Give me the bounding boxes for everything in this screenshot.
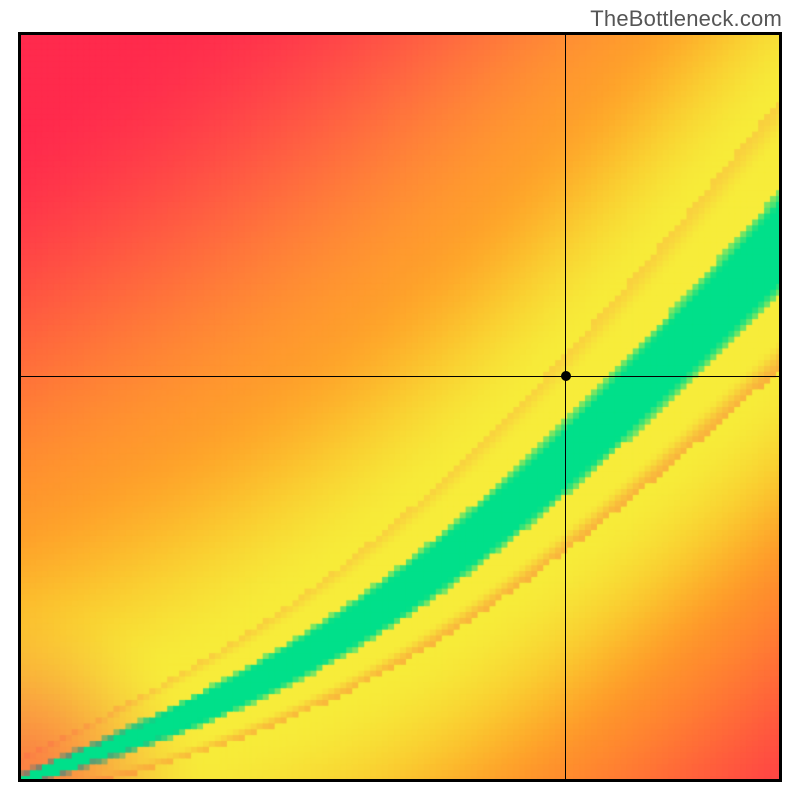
chart-container: TheBottleneck.com <box>0 0 800 800</box>
bottleneck-heatmap <box>18 32 782 782</box>
watermark-text: TheBottleneck.com <box>590 6 782 32</box>
